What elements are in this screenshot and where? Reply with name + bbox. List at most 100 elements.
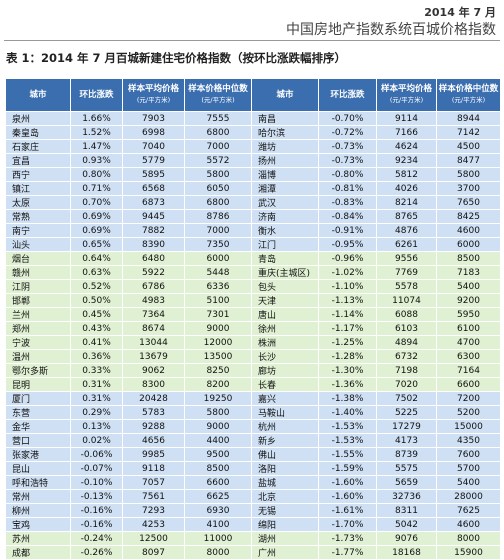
value-cell: 6261 [376, 237, 437, 252]
value-cell: 5779 [122, 153, 185, 168]
city-cell: 嘉兴 [251, 391, 319, 406]
table-row: 呼和浩特 -0.10% 7057 6600 盐城 -1.60% 5659 5400 [5, 475, 501, 490]
value-cell: 8250 [184, 363, 252, 378]
table-row: 石家庄 1.47% 7040 7000 潍坊 -0.73% 4624 4500 [5, 139, 501, 154]
value-cell: 0.69% [70, 223, 123, 238]
column-unit: (元/平方米) [451, 96, 486, 104]
city-cell: 唐山 [251, 307, 319, 322]
value-cell: -1.40% [318, 405, 377, 420]
value-cell: 4656 [122, 433, 185, 448]
value-cell: 17279 [376, 419, 437, 434]
value-cell: 5400 [436, 279, 501, 294]
value-cell: 4026 [376, 181, 437, 196]
value-cell: 9556 [376, 251, 437, 266]
value-cell: 5042 [376, 517, 437, 532]
city-cell: 马鞍山 [251, 405, 319, 420]
value-cell: 7040 [122, 139, 185, 154]
city-cell: 无锡 [251, 503, 319, 518]
city-cell: 东营 [5, 405, 71, 420]
value-cell: 5800 [184, 167, 252, 182]
value-cell: 6000 [436, 237, 501, 252]
value-cell: 6625 [184, 489, 252, 504]
value-cell: 0.64% [70, 251, 123, 266]
value-cell: 6568 [122, 181, 185, 196]
value-cell: 3700 [436, 181, 501, 196]
value-cell: 0.41% [70, 335, 123, 350]
table-body: 泉州 1.66% 7903 7555 南昌 -0.70% 9114 8944 秦皇岛 1.52% 6… [5, 111, 501, 560]
column-unit: (元/平方米) [201, 96, 235, 104]
value-cell: 0.63% [70, 265, 123, 280]
header-row: 城市 环比涨跌 样本平均价格 (元/平方米) 样本价格中位数 (元/平方米) 城市 环比涨跌样… [5, 78, 501, 112]
value-cell: 6800 [184, 125, 252, 140]
value-cell: -1.02% [318, 265, 377, 280]
value-cell: 7198 [376, 363, 437, 378]
value-cell: 13679 [122, 349, 185, 364]
value-cell: 9000 [184, 321, 252, 336]
city-cell: 张家港 [5, 447, 71, 462]
value-cell: 6800 [184, 195, 252, 210]
value-cell: 9200 [436, 293, 501, 308]
value-cell: 6000 [184, 251, 252, 266]
value-cell: -0.96% [318, 251, 377, 266]
table-row: 宝鸡 -0.16% 4253 4100 绵阳 -1.70% 5042 4600 [5, 517, 501, 532]
value-cell: 6336 [184, 279, 252, 294]
city-cell: 江阴 [5, 279, 71, 294]
city-cell: 邯郸 [5, 293, 71, 308]
value-cell: 8500 [184, 461, 252, 476]
table-row: 宜昌 0.93% 5779 5572 扬州 -0.73% 9234 8477 [5, 153, 501, 168]
value-cell: -1.60% [318, 489, 377, 504]
city-cell: 包头 [251, 279, 319, 294]
table-row: 常州 -0.13% 7561 6625 北京 -1.60% 32736 28000 [5, 489, 501, 504]
value-cell: 7293 [122, 503, 185, 518]
city-cell: 秦皇岛 [5, 125, 71, 140]
report-title: 中国房地产指数系统百城价格指数 [286, 22, 496, 38]
value-cell: 7164 [436, 363, 501, 378]
value-cell: 8500 [436, 251, 501, 266]
table-row: 张家港 -0.06% 9985 9500 佛山 -1.55% 8739 7600 [5, 447, 501, 462]
value-cell: 4894 [376, 335, 437, 350]
table-row: 太原 0.70% 6873 6800 武汉 -0.83% 8214 7650 [5, 195, 501, 210]
value-cell: -0.80% [318, 167, 377, 182]
column-label: 城市 [276, 89, 294, 100]
city-cell: 淄博 [251, 167, 319, 182]
value-cell: 4624 [376, 139, 437, 154]
value-cell: -0.13% [70, 489, 123, 504]
value-cell: 6100 [436, 321, 501, 336]
table-row: 温州 0.36% 13679 13500 长沙 -1.28% 6732 6300 [5, 349, 501, 364]
value-cell: 4876 [376, 223, 437, 238]
city-cell: 长沙 [251, 349, 319, 364]
value-cell: 5659 [376, 475, 437, 490]
value-cell: 5950 [436, 307, 501, 322]
column-header: 环比涨跌 [70, 78, 123, 112]
value-cell: 4700 [436, 335, 501, 350]
city-cell: 洛阳 [251, 461, 319, 476]
column-header: 样本价格中位数 (元/平方米) [184, 78, 252, 112]
value-cell: -1.28% [318, 349, 377, 364]
value-cell: 0.93% [70, 153, 123, 168]
value-cell: -1.13% [318, 293, 377, 308]
value-cell: 8944 [436, 111, 501, 126]
table-row: 南宁 0.69% 7882 7000 衡水 -0.91% 4876 4600 [5, 223, 501, 238]
value-cell: 6600 [436, 377, 501, 392]
value-cell: -0.73% [318, 153, 377, 168]
value-cell: 4983 [122, 293, 185, 308]
value-cell: 6300 [436, 349, 501, 364]
value-cell: 9288 [122, 419, 185, 434]
value-cell: 6600 [184, 475, 252, 490]
value-cell: 1.66% [70, 111, 123, 126]
column-label: 样本平均价格 [380, 84, 432, 94]
value-cell: 5225 [376, 405, 437, 420]
value-cell: 8311 [376, 503, 437, 518]
city-cell: 扬州 [251, 153, 319, 168]
value-cell: 7555 [184, 111, 252, 126]
table-row: 鄂尔多斯 0.33% 9062 8250 廊坊 -1.30% 7198 7164 [5, 363, 501, 378]
value-cell: 5800 [184, 405, 252, 420]
table-row: 昆山 -0.07% 9118 8500 洛阳 -1.59% 5575 5700 [5, 461, 501, 476]
value-cell: 5812 [376, 167, 437, 182]
value-cell: 32736 [376, 489, 437, 504]
value-cell: 5575 [376, 461, 437, 476]
value-cell: 8000 [436, 531, 501, 546]
value-cell: 11074 [376, 293, 437, 308]
value-cell: -0.10% [70, 475, 123, 490]
value-cell: -0.95% [318, 237, 377, 252]
